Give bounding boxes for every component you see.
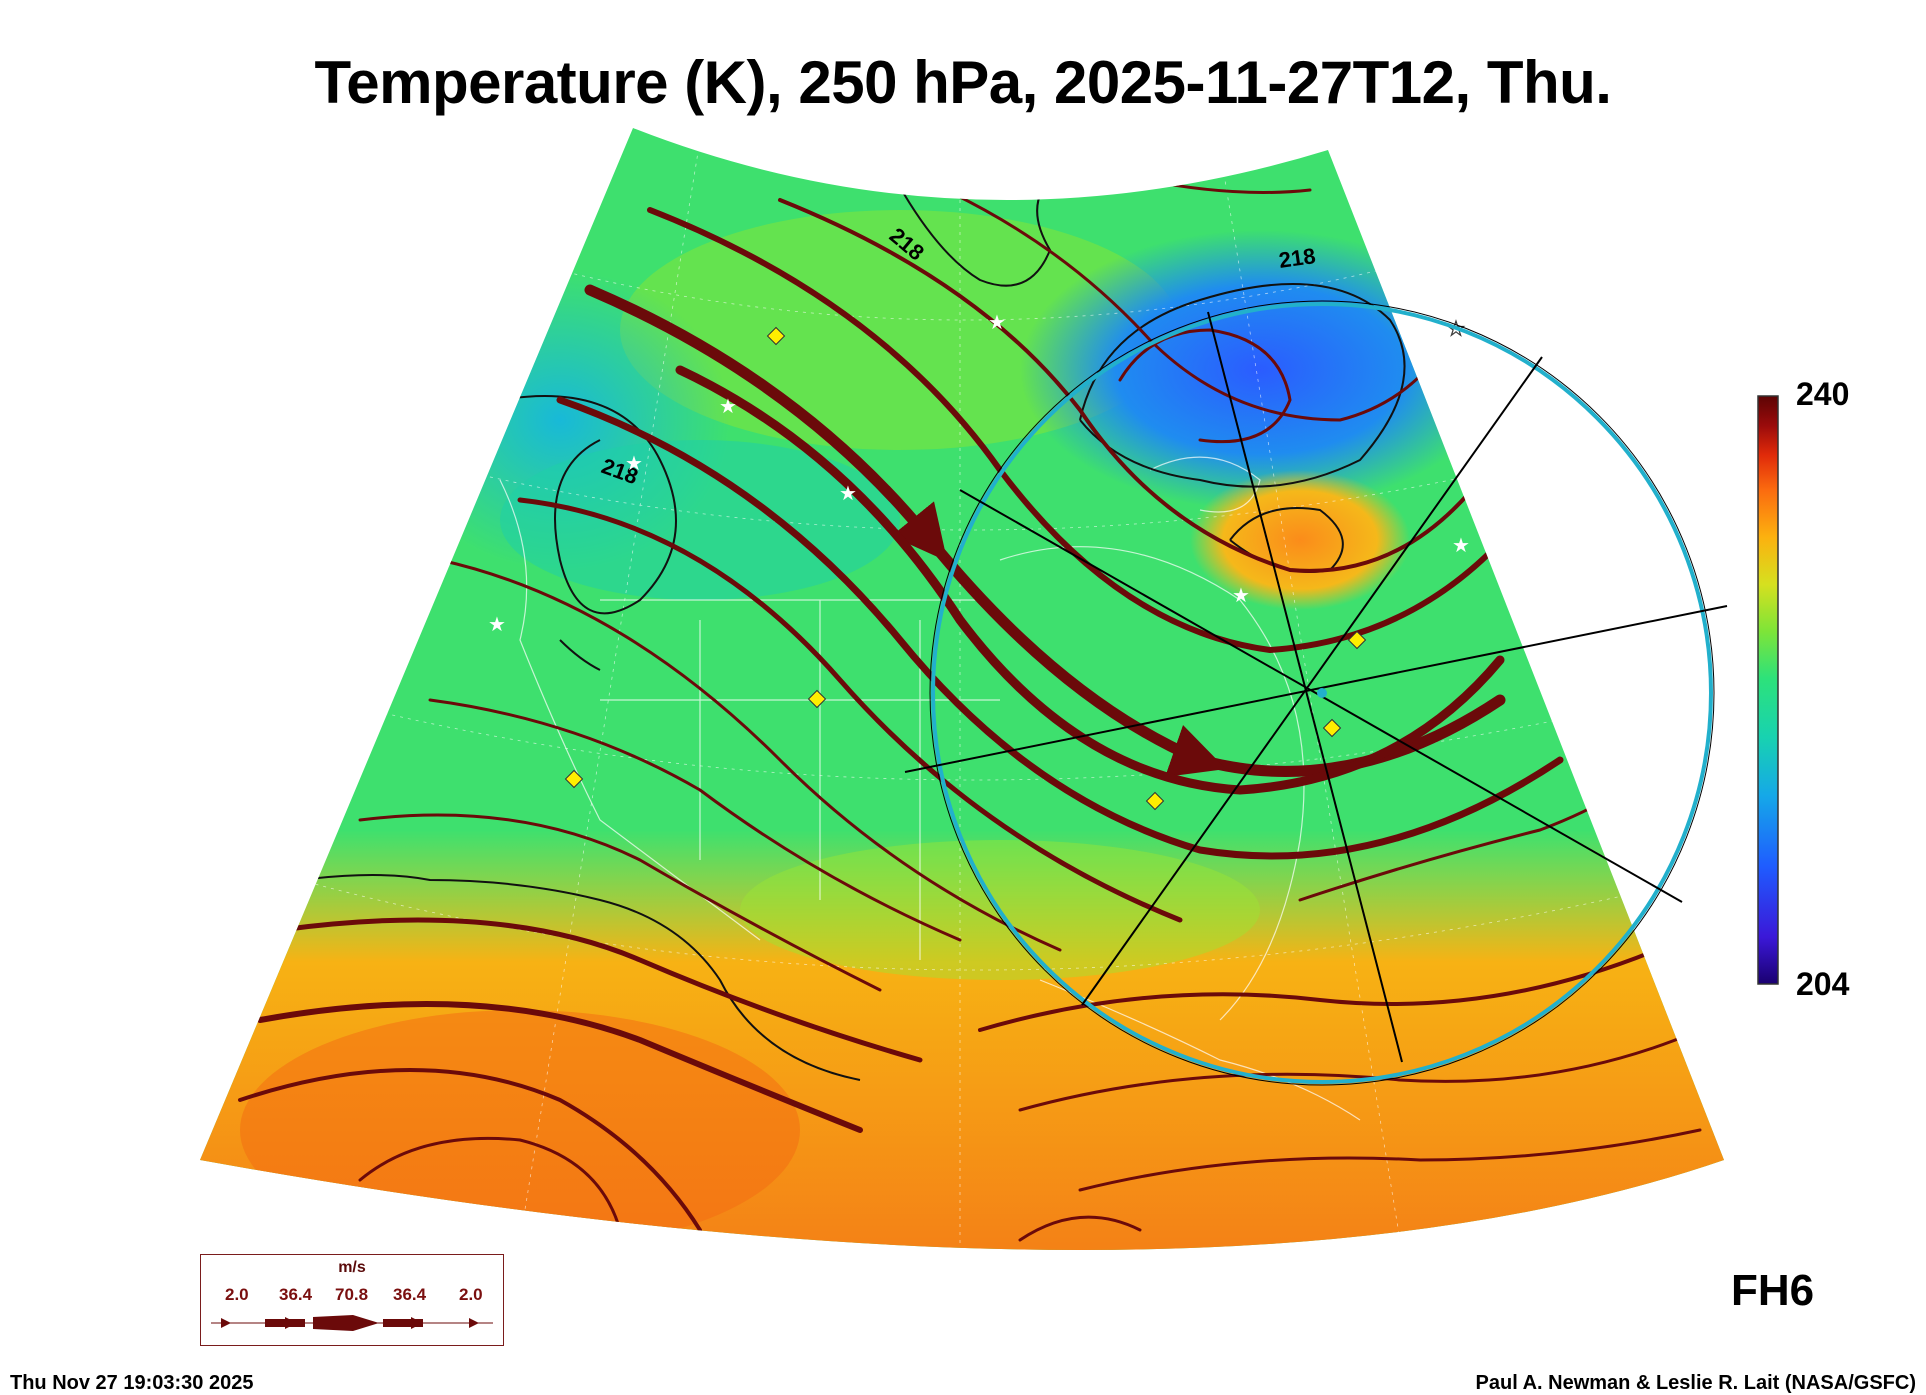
diamond-marker [807,689,827,709]
star-marker: ★ [625,453,643,475]
legend-unit: m/s [338,1259,366,1276]
legend-value: 36.4 [393,1285,427,1304]
wind-speed-legend: m/s 2.0 36.4 70.8 36.4 2.0 [200,1254,504,1346]
star-marker: ★ [1232,585,1250,607]
forecast-hour: FH6 [1731,1266,1815,1315]
colorbar [1757,395,1779,985]
legend-value: 36.4 [279,1285,313,1304]
contour-218-west [499,395,677,615]
contour-label: 218 [1277,243,1317,273]
contours [299,149,1406,1081]
center-point [1317,688,1327,698]
ray-line [904,605,1728,773]
range-ring-outer [929,300,1715,1086]
map-title: Temperature (K), 250 hPa, 2025-11-27T12,… [314,49,1612,116]
colorbar-min-label: 204 [1796,966,1850,1002]
range-ring [931,302,1713,1084]
star-marker: ★ [839,483,857,505]
legend-value: 70.8 [335,1285,369,1304]
colorbar-max-label: 240 [1796,376,1850,412]
legend-value: 2.0 [225,1285,249,1304]
footer-timestamp: Thu Nov 27 19:03:30 2025 [10,1372,254,1394]
footer-credit: Paul A. Newman & Leslie R. Lait (NASA/GS… [1475,1372,1916,1394]
diamond-marker [564,769,584,789]
star-marker: ★ [988,312,1006,334]
ray-line [1081,356,1543,1006]
legend-value: 2.0 [459,1285,483,1304]
diamond-marker [1322,718,1342,738]
legend-arrows [211,1315,493,1331]
star-marker: ★ [488,614,506,636]
star-marker: ★ [1452,535,1470,557]
diamond-marker [1347,630,1367,650]
range-overlay [904,300,1728,1086]
diamond-marker [1145,791,1165,811]
star-marker: ★ [719,396,737,418]
diamond-marker [766,326,786,346]
